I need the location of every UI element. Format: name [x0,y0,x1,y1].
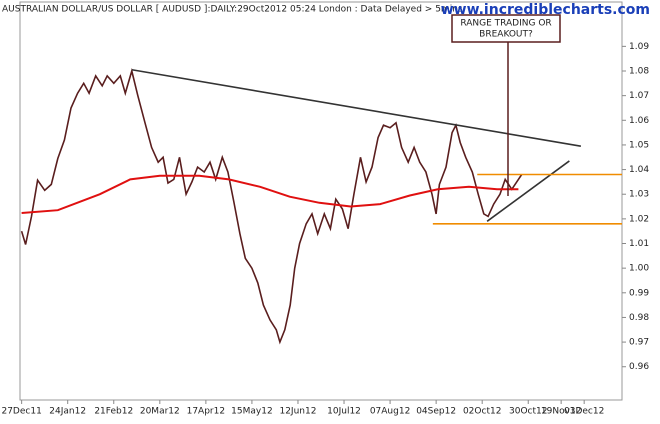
y-tick-label: 1.09 [629,42,649,52]
trendline [131,68,582,147]
x-tick-label: 30Oct12 [509,407,547,417]
y-tick-label: 1.08 [629,67,649,77]
y-tick-label: 0.96 [629,362,649,372]
x-tick-label: 17Apr12 [187,407,225,417]
x-tick-label: 10Jul12 [327,407,361,417]
price-line [21,174,519,214]
y-tick-label: 0.97 [629,338,649,348]
y-tick-label: 0.98 [629,313,649,323]
x-tick-label: 02Oct12 [463,407,501,417]
y-tick-label: 1.05 [629,140,649,150]
annotation-box [451,14,561,43]
y-tick-label: 1.06 [629,116,649,126]
x-tick-label: 03Dec12 [564,407,604,417]
watermark: www.incrediblecharts.com [441,2,650,18]
x-tick-label: 12Jun12 [279,407,316,417]
chart-title: AUSTRALIAN DOLLAR/US DOLLAR [ AUDUSD ]:D… [2,5,463,15]
x-tick-label: 20Mar12 [140,407,180,417]
price-line [20,67,523,345]
trendline [486,160,570,222]
annotation-text: BREAKOUT? [479,30,533,40]
y-tick-label: 1.04 [629,165,649,175]
x-tick-label: 24Jan12 [49,407,86,417]
x-tick-label: 19Nov12 [541,407,581,417]
y-tick-label: 1.01 [629,239,649,249]
plot-frame [19,1,623,401]
annotation-text: RANGE TRADING OR [460,19,551,29]
x-tick-label: 27Dec11 [1,407,41,417]
x-tick-label: 21Feb12 [94,407,133,417]
x-tick-label: 04Sep12 [416,407,456,417]
y-tick-label: 1.03 [629,190,649,200]
x-tick-label: 15May12 [231,407,273,417]
y-tick-label: 1.00 [629,264,649,274]
y-tick-label: 0.99 [629,288,649,298]
y-tick-label: 1.07 [629,91,649,101]
x-tick-label: 07Aug12 [370,407,410,417]
y-tick-label: 1.02 [629,214,649,224]
